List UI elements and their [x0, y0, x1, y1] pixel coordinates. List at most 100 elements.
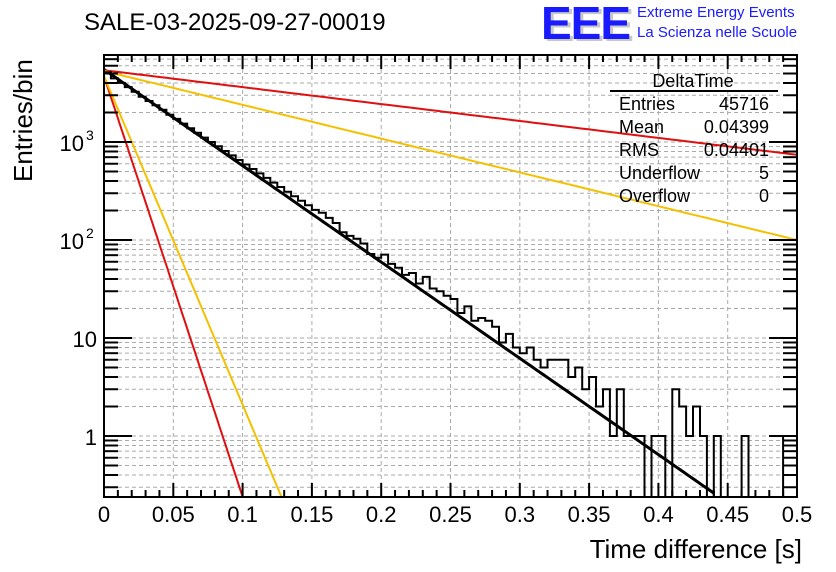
stats-box-title: DeltaTime [652, 71, 733, 91]
stats-value: 0 [759, 186, 769, 206]
x-tick-label: 0.4 [643, 502, 674, 527]
histogram-bin [139, 97, 146, 497]
histogram-bin [485, 321, 492, 497]
histogram-bin [402, 275, 409, 497]
histogram-bin [651, 436, 658, 497]
eee-logo: EEE Extreme Energy Events La Scienza nel… [541, 0, 836, 46]
stats-label: Entries [619, 94, 675, 114]
histogram-bin [437, 291, 444, 497]
histogram-bin [353, 239, 360, 497]
histogram-bin [277, 187, 284, 497]
stats-value: 0.04399 [704, 117, 769, 137]
histogram-bin [561, 360, 568, 497]
histogram-bin [444, 296, 451, 497]
histogram-bin [520, 353, 527, 497]
histogram-bin [492, 327, 499, 497]
x-tick-label: 0.2 [366, 502, 397, 527]
histogram-bin [146, 101, 153, 497]
x-tick-label: 0.5 [782, 502, 813, 527]
histogram-bin [298, 201, 305, 497]
histogram-bin [610, 436, 617, 497]
histogram-bin [568, 377, 575, 497]
histogram-bin [347, 236, 354, 497]
stats-label: Underflow [619, 163, 701, 183]
histogram-bin [638, 436, 645, 497]
histogram-bin [159, 110, 166, 497]
histogram-bin [603, 389, 610, 497]
x-tick-label: 0.05 [152, 502, 195, 527]
stats-label: RMS [619, 140, 659, 160]
y-tick-exponent: 2 [86, 225, 94, 241]
histogram-bin [222, 151, 229, 497]
histogram-outline [103, 71, 798, 498]
x-tick-label: 0.25 [429, 502, 472, 527]
histogram-bin [367, 254, 374, 497]
histogram-bin [208, 142, 215, 497]
histogram-bin [464, 306, 471, 497]
histogram-bin [194, 133, 201, 497]
histogram-bin [478, 318, 485, 497]
chart-title: SALE-03-2025-09-27-00019 [84, 9, 386, 36]
histogram-bin [575, 368, 582, 497]
histogram-bin [548, 360, 555, 497]
histogram-bin [104, 72, 111, 497]
stats-value: 0.04401 [704, 140, 769, 160]
histogram-bin [305, 205, 312, 497]
stats-value: 45716 [719, 94, 769, 114]
histogram-bin [153, 105, 160, 497]
y-tick-label: 1 [85, 425, 97, 450]
histogram-bin [395, 268, 402, 497]
histogram-bin [416, 283, 423, 497]
histogram-bin [374, 258, 381, 497]
histogram [103, 71, 798, 498]
histogram-bin [256, 173, 263, 497]
histogram-bin [284, 192, 291, 497]
histogram-bin [215, 146, 222, 497]
histogram-bin [457, 313, 464, 497]
logo-line-2: La Scienza nelle Scuole [637, 24, 798, 41]
curve-ref-orange-steep [103, 75, 283, 498]
histogram-bin [236, 160, 243, 497]
x-tick-label: 0 [98, 502, 110, 527]
y-tick-exponent: 3 [86, 127, 94, 143]
stats-label: Overflow [619, 186, 691, 206]
histogram-bin [582, 389, 589, 497]
histogram-bin [541, 368, 548, 497]
histogram-bin [166, 115, 173, 497]
histogram-bin [388, 264, 395, 497]
histogram-bin [596, 406, 603, 497]
logo-line-1: Extreme Energy Events [637, 4, 795, 21]
y-tick-label: 10 [60, 229, 84, 254]
x-tick-label: 0.3 [505, 502, 536, 527]
histogram-bin [742, 436, 749, 497]
histogram-bin [250, 169, 257, 497]
histogram-bin [381, 255, 388, 497]
histogram-bin [291, 196, 298, 497]
histogram-bin [409, 273, 416, 497]
x-tick-label: 0.1 [227, 502, 258, 527]
histogram-bin [229, 155, 236, 497]
y-tick-label: 10 [73, 327, 97, 352]
histogram-bin [340, 232, 347, 497]
x-tick-label: 0.45 [706, 502, 749, 527]
x-ticks: 0 0.05 0.1 0.15 0.2 0.25 0.3 0.35 0.4 0.45 0.5 [98, 55, 812, 527]
histogram-bin [173, 119, 180, 497]
histogram-bin [187, 128, 194, 497]
histogram-bin [700, 436, 707, 497]
histogram-bin [326, 218, 333, 497]
histogram-bin [333, 223, 340, 497]
histogram-bin [624, 436, 631, 497]
curve-ref-red-shallow [103, 69, 798, 156]
histogram-bin [180, 124, 187, 497]
histogram-bin [527, 347, 534, 497]
histogram-bin [679, 406, 686, 497]
curve-fit [103, 68, 715, 495]
histogram-bin [319, 213, 326, 497]
stats-label: Mean [619, 117, 664, 137]
histogram-bin [201, 138, 208, 497]
histogram-bin [132, 92, 139, 497]
histogram-bin [471, 321, 478, 497]
histogram-bin [617, 389, 624, 497]
